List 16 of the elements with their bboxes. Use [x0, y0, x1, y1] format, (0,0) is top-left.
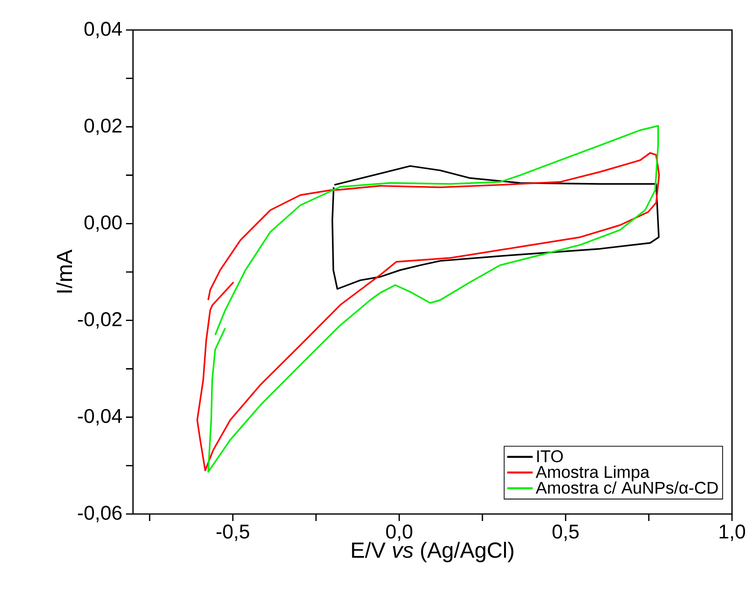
y-tick-label: -0,04: [78, 408, 122, 426]
y-axis-title: I/mA: [56, 250, 72, 293]
y-tick-label: -0,02: [78, 312, 122, 329]
x-tick-label: -0,5: [216, 524, 250, 541]
legend-label: Amostra Limpa: [536, 466, 650, 482]
legend-label: ITO: [537, 450, 563, 462]
y-tick-label: 0,02: [84, 118, 122, 136]
x-tick-label: 0,5: [552, 524, 579, 541]
y-tick-label: -0,06: [78, 506, 122, 522]
y-tick-label: 0,04: [84, 22, 122, 38]
x-tick-label: 0,0: [386, 524, 412, 541]
x-tick-label: 1,0: [720, 524, 746, 541]
x-axis-title: E/V vs (Ag/AgCl): [352, 542, 514, 562]
line-series: [332, 165, 660, 290]
y-tick-label: 0,00: [84, 215, 122, 232]
legend-label: Amostra c/ AuNPs/α-CD: [536, 481, 718, 494]
